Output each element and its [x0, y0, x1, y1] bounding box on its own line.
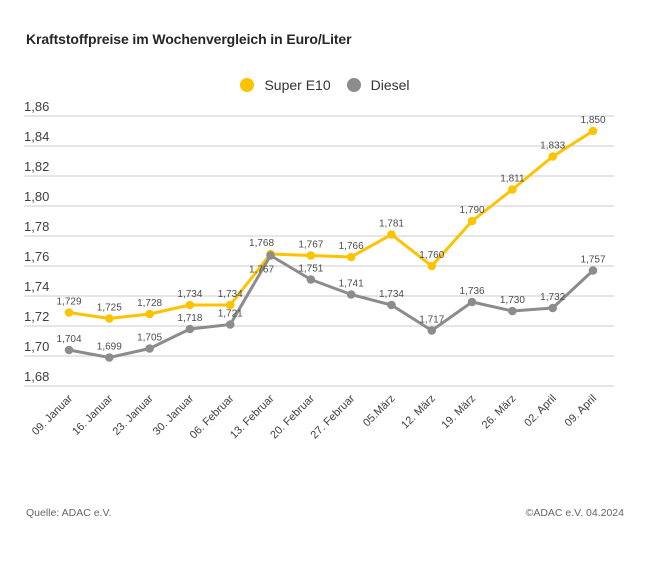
data-label: 1,734 [218, 289, 243, 300]
series-line-super-e10 [67, 129, 595, 320]
data-label: 1,833 [540, 141, 565, 152]
legend: Super E10 Diesel [0, 77, 650, 93]
y-tick-label: 1,72 [24, 309, 49, 324]
y-tick-label: 1,70 [24, 339, 49, 354]
data-point-super-e10 [185, 300, 195, 310]
source-note: Quelle: ADAC e.V. [26, 507, 112, 519]
data-point-super-e10 [548, 152, 557, 161]
x-tick-label: 09. Januar [30, 392, 75, 437]
x-tick-label: 19. März [439, 393, 478, 432]
data-label: 1,732 [540, 292, 565, 303]
y-tick-label: 1,76 [24, 249, 49, 264]
data-label: 1,704 [56, 334, 81, 345]
data-label: 1,751 [298, 264, 323, 275]
chart-title: Kraftstoffpreise im Wochenvergleich in E… [26, 31, 352, 47]
y-tick-label: 1,68 [24, 369, 49, 384]
data-point-super-e10 [225, 300, 235, 310]
data-point-diesel [427, 326, 437, 335]
data-point-diesel [105, 353, 114, 362]
data-point-diesel [185, 324, 195, 334]
data-label: 1,717 [419, 315, 444, 326]
data-point-super-e10 [145, 309, 154, 319]
data-label: 1,729 [56, 297, 81, 308]
data-point-diesel [548, 303, 557, 313]
data-label: 1,767 [249, 265, 274, 276]
data-label: 1,699 [97, 342, 122, 353]
data-label: 1,728 [137, 298, 162, 309]
legend-item-diesel: Diesel [346, 77, 410, 93]
x-tick-label: 26. März [480, 393, 519, 432]
data-label: 1,730 [500, 295, 525, 306]
x-tick-label: 02. April [522, 393, 559, 430]
data-label: 1,811 [500, 174, 525, 185]
copyright-note: ©ADAC e.V. 04.2024 [525, 507, 624, 519]
x-tick-label: 09. April [563, 393, 600, 430]
data-point-diesel [64, 345, 74, 355]
data-label: 1,725 [97, 303, 122, 314]
data-point-super-e10 [508, 185, 517, 194]
y-tick-label: 1,78 [24, 219, 49, 234]
legend-label-diesel: Diesel [370, 77, 410, 93]
data-label: 1,760 [419, 250, 444, 261]
x-tick-label: 12. März [399, 393, 438, 432]
data-point-super-e10 [387, 230, 396, 239]
data-point-diesel [346, 290, 356, 299]
data-point-super-e10 [467, 216, 477, 226]
data-label: 1,790 [460, 205, 485, 216]
x-tick-label: 23. Januar [110, 392, 155, 437]
diesel-legend-dot-icon [346, 78, 361, 92]
data-point-diesel [508, 306, 517, 316]
data-point-super-e10 [427, 261, 437, 271]
data-point-diesel [306, 275, 316, 284]
data-label: 1,705 [137, 333, 162, 344]
legend-label-super-e10: Super E10 [264, 77, 331, 93]
data-point-super-e10 [588, 126, 598, 136]
data-label: 1,736 [460, 286, 485, 297]
data-label: 1,850 [580, 115, 605, 126]
data-point-diesel [225, 320, 235, 329]
x-tick-label: 27. Februar [309, 392, 358, 441]
legend-item-super-e10: Super E10 [240, 77, 331, 93]
data-label: 1,734 [177, 289, 202, 300]
data-label: 1,721 [218, 309, 243, 320]
y-tick-label: 1,84 [24, 129, 49, 144]
data-point-super-e10 [346, 252, 356, 262]
data-point-diesel [145, 344, 154, 353]
data-label: 1,734 [379, 289, 404, 300]
data-label: 1,781 [379, 219, 404, 230]
x-tick-label: 05.März [361, 393, 398, 430]
data-label: 1,766 [339, 241, 364, 252]
data-point-diesel [266, 251, 275, 260]
data-point-diesel [467, 297, 477, 307]
x-tick-label: 16. Januar [70, 392, 115, 437]
data-point-diesel [588, 266, 598, 275]
data-label: 1,741 [339, 279, 364, 290]
data-point-super-e10 [105, 314, 114, 323]
data-label: 1,757 [580, 255, 605, 266]
y-tick-label: 1,80 [24, 189, 49, 204]
data-point-super-e10 [306, 251, 316, 260]
data-point-diesel [387, 300, 396, 310]
y-tick-label: 1,86 [24, 99, 49, 114]
series-line-diesel [67, 254, 595, 359]
data-label: 1,767 [298, 240, 323, 251]
y-tick-label: 1,82 [24, 159, 49, 174]
super-e10-legend-dot-icon [240, 78, 255, 92]
data-point-super-e10 [64, 308, 74, 317]
data-label: 1,718 [177, 313, 202, 324]
y-tick-label: 1,74 [24, 279, 49, 294]
data-label: 1,768 [249, 238, 274, 249]
